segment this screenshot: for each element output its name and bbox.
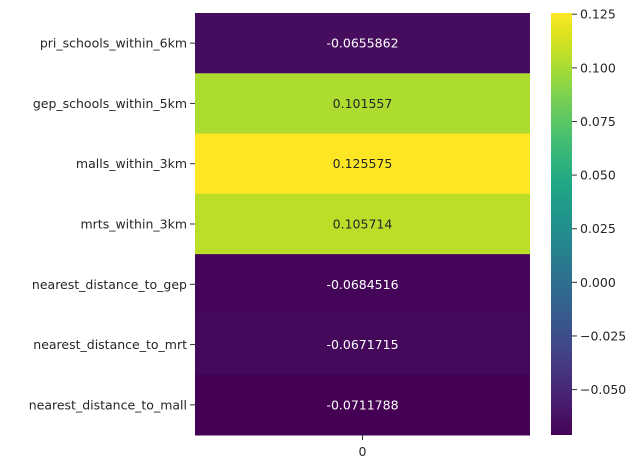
cell-value-label: -0.0671715 <box>326 337 398 352</box>
colorbar-tick-label: 0.075 <box>580 114 616 129</box>
colorbar-tick-label: −0.050 <box>580 382 626 397</box>
row-label: nearest_distance_to_mall <box>29 397 187 412</box>
column-label: 0 <box>359 444 367 459</box>
cell-value-label: 0.105714 <box>333 217 393 232</box>
row-label: mrts_within_3km <box>80 217 187 232</box>
row-label: pri_schools_within_6km <box>40 36 187 51</box>
heatmap-cell <box>195 374 530 436</box>
heatmap-cell <box>195 133 530 195</box>
colorbar-tick-label: 0.050 <box>580 168 616 183</box>
row-label: nearest_distance_to_mrt <box>33 337 187 352</box>
colorbar-tick-label: 0.125 <box>580 7 616 22</box>
cell-value-label: -0.0711788 <box>326 397 398 412</box>
colorbar-tick-label: −0.025 <box>580 328 626 343</box>
colorbar-scale <box>551 13 572 435</box>
row-label: malls_within_3km <box>76 156 187 171</box>
colorbar-tick-label: 0.000 <box>580 275 616 290</box>
colorbar-tick-label: 0.025 <box>580 221 616 236</box>
column-labels: 0 <box>359 435 367 459</box>
colorbar: 0.125 0.100 0.075 0.050 0.025 0.000 −0.025 −0.0… <box>551 7 626 435</box>
colorbar-tick-label: 0.100 <box>580 60 616 75</box>
cell-value-label: 0.101557 <box>333 96 393 111</box>
row-label: nearest_distance_to_gep <box>32 277 187 292</box>
heatmap-cells: -0.0655862 0.101557 0.125575 0.105714 -0.068… <box>195 13 530 436</box>
heatmap-cell <box>195 254 530 315</box>
cell-value-label: 0.125575 <box>333 156 393 171</box>
heatmap-cell <box>195 314 530 376</box>
heatmap-cell <box>195 13 530 74</box>
heatmap-cell <box>195 193 530 255</box>
cell-value-label: -0.0655862 <box>326 36 398 51</box>
heatmap-cell <box>195 73 530 135</box>
row-label: gep_schools_within_5km <box>33 96 187 111</box>
cell-value-label: -0.0684516 <box>326 277 398 292</box>
row-labels: pri_schools_within_6km gep_schools_within… <box>29 36 195 412</box>
